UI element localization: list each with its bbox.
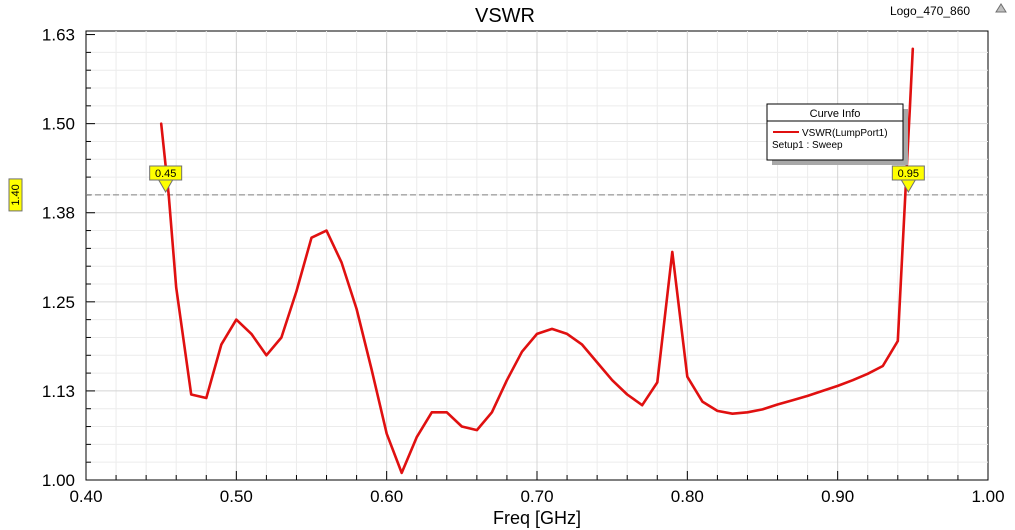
major-grid xyxy=(86,31,988,480)
y-marker-box xyxy=(8,178,23,212)
x-axis-ticks: 0.40 0.50 0.60 0.70 0.80 0.90 1.00 xyxy=(69,471,1005,506)
x-tick-label: 1.00 xyxy=(971,487,1004,506)
reference-line-1-40: 1.40 xyxy=(8,178,988,212)
x-tick-label: 0.60 xyxy=(370,487,403,506)
legend-series-label: VSWR(LumpPort1) xyxy=(802,128,888,139)
marker-triangle-icon xyxy=(157,179,174,193)
legend-header: Curve Info xyxy=(810,108,861,120)
chart-title: VSWR xyxy=(475,5,535,27)
y-tick-label: 1.63 xyxy=(42,26,75,45)
y-tick-label: 1.25 xyxy=(42,293,75,312)
marker-label: 0.95 xyxy=(898,168,919,180)
series-line-vswr xyxy=(159,47,915,475)
corner-logo-icon xyxy=(995,3,1007,13)
marker-label: 0.45 xyxy=(155,168,176,180)
y-marker-label: 1.40 xyxy=(10,184,22,205)
y-tick-label: 1.13 xyxy=(42,382,75,401)
y-axis-ticks: 1.00 1.13 1.25 1.38 1.50 1.63 xyxy=(42,26,95,490)
x-tick-label: 0.40 xyxy=(69,487,102,506)
legend-setup-label: Setup1 : Sweep xyxy=(772,140,843,151)
x-tick-label: 0.50 xyxy=(220,487,253,506)
x-axis-label: Freq [GHz] xyxy=(493,508,581,528)
marker-triangle-icon xyxy=(900,179,917,193)
x-tick-label: 0.80 xyxy=(671,487,704,506)
x-marker-0-95[interactable]: 0.95 xyxy=(891,165,925,193)
x-tick-label: 0.90 xyxy=(821,487,854,506)
y-tick-label: 1.50 xyxy=(42,115,75,134)
x-marker-0-45[interactable]: 0.45 xyxy=(149,165,183,193)
y-tick-label: 1.38 xyxy=(42,204,75,223)
legend-box[interactable]: Curve Info VSWR(LumpPort1) Setup1 : Swee… xyxy=(766,103,908,165)
design-name: Logo_470_860 xyxy=(890,4,970,18)
y-marker-badge: 1.40 xyxy=(8,178,23,212)
y-tick-label: 1.00 xyxy=(42,471,75,490)
marker-layer[interactable]: 0.45 0.95 xyxy=(149,165,925,193)
x-tick-label: 0.70 xyxy=(520,487,553,506)
series-layer xyxy=(159,47,915,475)
